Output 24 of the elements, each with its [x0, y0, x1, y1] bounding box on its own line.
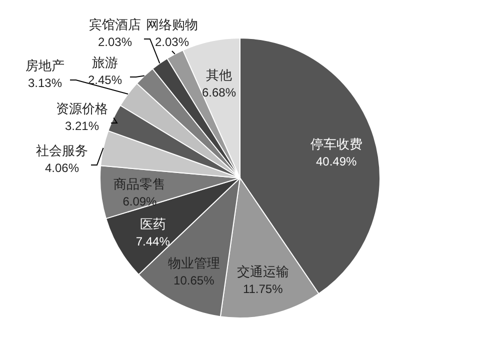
slice-label: 房地产	[26, 58, 64, 74]
data-label: 3.13%	[28, 76, 62, 90]
slice-label: 停车收费	[310, 137, 362, 152]
data-label: 3.21%	[64, 119, 100, 133]
data-label: 2.45%	[88, 73, 122, 87]
slice-label: 物业管理	[168, 256, 220, 272]
data-label: 7.44%	[136, 234, 170, 249]
slice-label: 商品零售	[114, 177, 166, 192]
slice-label: 旅游	[92, 56, 118, 71]
slice-label: 宾馆酒店	[89, 17, 141, 33]
data-label: 6.09%	[122, 194, 158, 208]
data-label: 4.06%	[44, 161, 80, 175]
data-label: 2.03%	[154, 35, 190, 49]
slice-label: 其他	[206, 68, 232, 84]
data-label: 10.65%	[174, 274, 215, 288]
slice-label: 社会服务	[36, 144, 88, 159]
data-label: 40.49%	[316, 154, 358, 168]
data-label: 11.75%	[242, 282, 284, 296]
data-label: 6.68%	[202, 85, 236, 100]
slice-label: 资源价格	[56, 102, 108, 117]
slice-label: 交通运输	[236, 264, 289, 280]
slice-label: 网络购物	[146, 18, 198, 33]
slice-label: 医药	[140, 218, 166, 233]
data-label: 2.03%	[98, 35, 132, 49]
